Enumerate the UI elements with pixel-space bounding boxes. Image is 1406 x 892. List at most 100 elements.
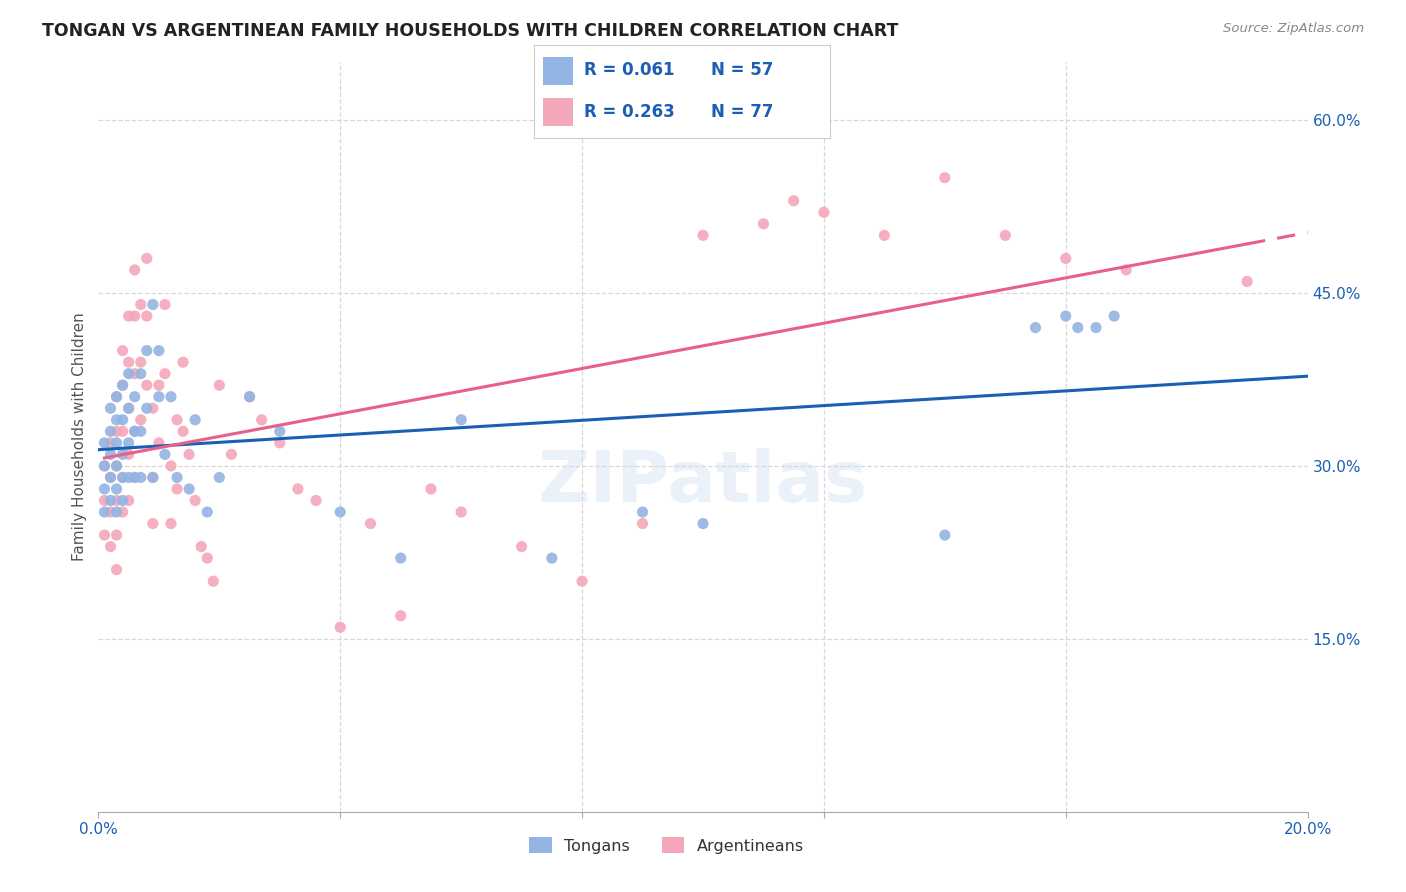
Point: [783, 194, 806, 208]
Point: [124, 470, 146, 484]
Text: R = 0.061: R = 0.061: [585, 62, 675, 79]
Point: [360, 516, 382, 531]
Point: [111, 505, 134, 519]
Point: [195, 505, 218, 519]
Point: [124, 263, 146, 277]
Point: [100, 540, 122, 554]
Point: [100, 470, 122, 484]
Point: [195, 551, 218, 566]
Point: [105, 528, 128, 542]
Point: [153, 297, 176, 311]
Point: [124, 425, 146, 439]
Point: [142, 470, 165, 484]
Point: [540, 551, 562, 566]
Point: [100, 493, 122, 508]
Text: N = 77: N = 77: [711, 103, 773, 121]
Point: [142, 516, 165, 531]
Point: [1102, 309, 1125, 323]
Point: [105, 435, 128, 450]
Point: [692, 228, 714, 243]
Point: [135, 252, 157, 266]
Point: [118, 470, 141, 484]
Point: [148, 343, 170, 358]
Point: [166, 470, 188, 484]
Point: [692, 516, 714, 531]
FancyBboxPatch shape: [543, 57, 572, 85]
Point: [135, 343, 157, 358]
Text: ZIPatlas: ZIPatlas: [538, 448, 868, 516]
Point: [752, 217, 775, 231]
Point: [160, 458, 183, 473]
Point: [166, 482, 188, 496]
Point: [172, 425, 194, 439]
Point: [111, 378, 134, 392]
Point: [994, 228, 1017, 243]
Point: [269, 435, 291, 450]
Point: [450, 413, 472, 427]
Point: [239, 390, 262, 404]
Point: [93, 493, 115, 508]
Point: [1054, 252, 1077, 266]
Point: [142, 297, 165, 311]
Point: [160, 390, 183, 404]
Text: R = 0.263: R = 0.263: [585, 103, 675, 121]
Point: [329, 505, 352, 519]
Point: [450, 505, 472, 519]
Point: [1024, 320, 1046, 334]
Point: [105, 390, 128, 404]
Point: [129, 297, 152, 311]
Point: [389, 608, 412, 623]
Point: [105, 505, 128, 519]
Text: N = 57: N = 57: [711, 62, 773, 79]
Point: [100, 435, 122, 450]
Point: [100, 401, 122, 416]
Legend: Tongans, Argentineans: Tongans, Argentineans: [523, 831, 811, 860]
Point: [269, 425, 291, 439]
Point: [287, 482, 309, 496]
Point: [118, 401, 141, 416]
Point: [93, 435, 115, 450]
Point: [184, 413, 207, 427]
Point: [129, 355, 152, 369]
Point: [148, 390, 170, 404]
Point: [93, 528, 115, 542]
Point: [153, 367, 176, 381]
Point: [111, 470, 134, 484]
Point: [153, 447, 176, 461]
Point: [124, 390, 146, 404]
Point: [221, 447, 243, 461]
Point: [111, 343, 134, 358]
Point: [813, 205, 835, 219]
Point: [129, 413, 152, 427]
Point: [631, 505, 654, 519]
Point: [100, 505, 122, 519]
Point: [1067, 320, 1090, 334]
Point: [105, 563, 128, 577]
Point: [93, 458, 115, 473]
Point: [105, 458, 128, 473]
Point: [124, 470, 146, 484]
Point: [118, 447, 141, 461]
Point: [329, 620, 352, 634]
Point: [142, 401, 165, 416]
Point: [250, 413, 273, 427]
Point: [239, 390, 262, 404]
Point: [873, 228, 896, 243]
Point: [135, 401, 157, 416]
Point: [305, 493, 328, 508]
Point: [100, 447, 122, 461]
Point: [118, 367, 141, 381]
Point: [142, 470, 165, 484]
Point: [118, 435, 141, 450]
Point: [571, 574, 593, 589]
Point: [510, 540, 533, 554]
Point: [118, 401, 141, 416]
Point: [1054, 309, 1077, 323]
Y-axis label: Family Households with Children: Family Households with Children: [72, 313, 87, 561]
Point: [93, 482, 115, 496]
Point: [1236, 275, 1258, 289]
Point: [135, 309, 157, 323]
Point: [179, 482, 201, 496]
Point: [111, 447, 134, 461]
Point: [1085, 320, 1108, 334]
